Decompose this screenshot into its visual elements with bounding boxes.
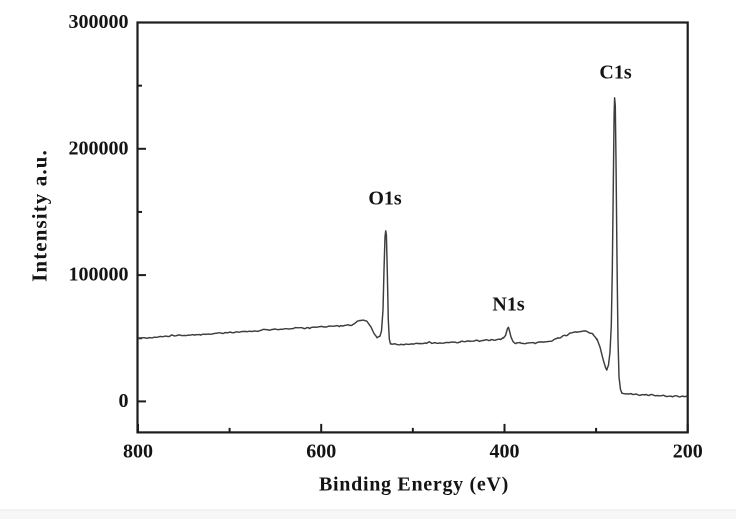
svg-text:0: 0 [119,390,129,412]
svg-text:N1s: N1s [492,294,524,316]
svg-text:C1s: C1s [599,62,631,84]
svg-text:O1s: O1s [368,188,402,210]
svg-text:300000: 300000 [69,11,129,33]
svg-text:200: 200 [673,440,703,462]
svg-text:Binding Energy (eV): Binding Energy (eV) [319,474,509,496]
svg-text:200000: 200000 [69,137,129,159]
svg-text:100000: 100000 [69,264,129,286]
svg-text:400: 400 [490,440,520,462]
svg-text:600: 600 [306,440,336,462]
svg-text:800: 800 [123,440,153,462]
svg-text:Intensity a.u.: Intensity a.u. [28,149,52,282]
